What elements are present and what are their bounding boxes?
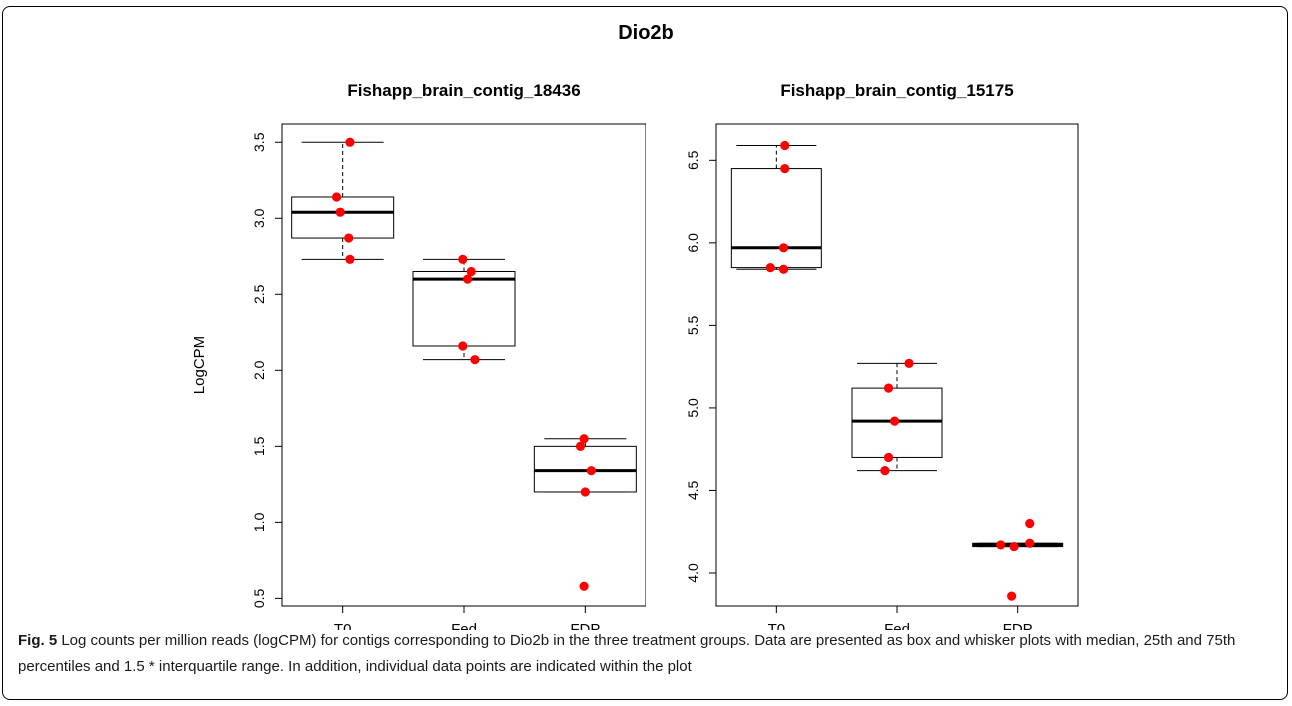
right-chart-title: Fishapp_brain_contig_15175 xyxy=(780,81,1013,100)
right-x-tick-label: FDP xyxy=(1003,621,1033,630)
iqr-box xyxy=(291,196,395,239)
right-data-point xyxy=(1009,541,1019,552)
left-chart-title: Fishapp_brain_contig_18436 xyxy=(347,81,580,100)
left-data-point xyxy=(580,487,590,497)
left-data-point xyxy=(345,254,355,264)
right-y-tick-label: 6.5 xyxy=(685,150,701,170)
right-x-tick-label: T0 xyxy=(768,621,786,630)
right-data-point xyxy=(1025,518,1035,529)
left-y-tick-label: 3.5 xyxy=(251,132,267,152)
iqr-box xyxy=(730,168,822,269)
boxplot-chart-right: Fishapp_brain_contig_15175 4.0 4.5 5.0 5.5 6.… xyxy=(685,81,1079,630)
iqr-box xyxy=(412,270,516,347)
right-y-tick-label: 4.5 xyxy=(685,481,701,501)
right-data-point xyxy=(778,264,789,274)
left-data-point xyxy=(586,466,597,476)
left-y-tick-label: 2.5 xyxy=(251,284,267,304)
left-box-fed xyxy=(412,258,516,361)
left-data-point xyxy=(463,274,473,284)
left-data-point xyxy=(458,254,468,264)
boxplot-chart-left: Fishapp_brain_contig_18436 0.5 1.0 1.5 2.0 2.… xyxy=(191,81,646,630)
right-data-point xyxy=(780,163,790,174)
figure-caption: Fig. 5 Log counts per million reads (log… xyxy=(18,628,1280,680)
right-data-point xyxy=(996,540,1006,550)
caption-label: Fig. 5 xyxy=(18,632,58,649)
iqr-box xyxy=(533,445,637,493)
left-data-point xyxy=(470,355,480,365)
left-x-tick-label: FDP xyxy=(570,621,600,630)
left-data-point xyxy=(575,441,586,451)
left-y-tick-label: 3.0 xyxy=(251,208,267,228)
left-y-tick-label: 0.5 xyxy=(251,588,267,608)
left-data-point xyxy=(332,192,342,202)
right-y-tick-label: 5.0 xyxy=(685,398,701,418)
right-y-tick-label: 4.0 xyxy=(685,563,701,583)
left-data-point xyxy=(466,266,476,277)
right-box-t0 xyxy=(730,144,822,270)
left-x-tick-label: T0 xyxy=(334,621,352,630)
left-data-point xyxy=(345,137,355,147)
left-box-t0 xyxy=(291,141,395,260)
left-data-point xyxy=(579,434,589,444)
left-y-axis-label: LogCPM xyxy=(191,336,208,394)
right-data-point xyxy=(889,416,900,426)
right-data-point xyxy=(880,466,890,476)
left-box-fdp xyxy=(533,438,637,493)
right-data-point xyxy=(778,243,789,253)
right-data-point xyxy=(904,358,914,368)
left-data-point xyxy=(344,233,354,243)
left-y-tick-label: 1.5 xyxy=(251,436,267,456)
figure-frame xyxy=(2,6,1288,700)
left-x-tick-label: Fed xyxy=(451,621,477,630)
right-data-point xyxy=(765,263,775,273)
right-box-fed xyxy=(851,362,943,472)
left-data-point xyxy=(579,581,589,591)
left-y-tick-label: 2.0 xyxy=(251,360,267,380)
right-data-point xyxy=(1025,538,1035,548)
left-data-point xyxy=(335,207,345,217)
right-data-point xyxy=(780,140,790,151)
right-data-point xyxy=(883,452,894,463)
right-data-point xyxy=(1007,591,1017,601)
right-y-tick-label: 6.0 xyxy=(685,233,701,253)
right-x-tick-label: Fed xyxy=(884,621,910,630)
left-y-tick-label: 1.0 xyxy=(251,512,267,532)
figure-title: Dio2b xyxy=(618,22,674,44)
caption-text: Log counts per million reads (logCPM) fo… xyxy=(18,632,1236,675)
left-data-point xyxy=(458,341,468,351)
right-y-tick-label: 5.5 xyxy=(685,315,701,335)
right-data-point xyxy=(883,383,894,393)
